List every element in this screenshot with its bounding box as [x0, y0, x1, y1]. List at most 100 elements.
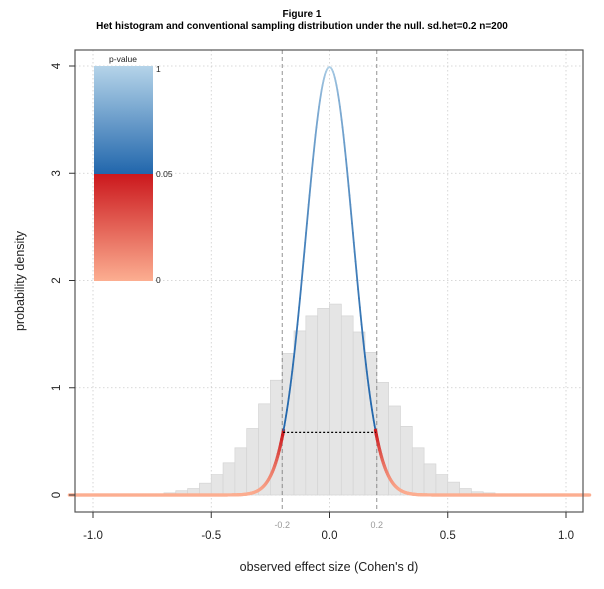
curve-segment [360, 307, 361, 316]
curve-segment [300, 289, 301, 298]
x-tick-label: 1.0 [558, 530, 574, 542]
y-tick-label: 0 [51, 492, 63, 498]
curve-segment [290, 385, 291, 392]
x-tick-label: -0.5 [201, 530, 221, 542]
curve-segment [310, 186, 311, 195]
curve-segment [352, 223, 353, 233]
curve-segment [346, 159, 347, 168]
curve-segment [358, 289, 359, 298]
legend-blue-bar [94, 66, 153, 174]
curve-segment [359, 298, 360, 307]
y-tick-label: 1 [51, 385, 63, 391]
curve-segment [357, 280, 358, 289]
curve-segment [310, 177, 311, 186]
y-tick-label: 3 [51, 170, 63, 176]
chart-title: Figure 1 [283, 9, 322, 20]
curve-segment [316, 120, 317, 127]
curve-segment [366, 364, 367, 371]
curve-segment [340, 107, 341, 113]
curve-segment [304, 242, 305, 251]
curve-segment [297, 325, 298, 333]
histogram-bar [199, 483, 211, 495]
histogram-bar [400, 426, 412, 495]
x-tick-label: -1.0 [83, 530, 103, 542]
curve-segment [369, 385, 370, 392]
curve-segment [315, 135, 316, 143]
curve-segment [303, 252, 304, 261]
curve-segment [314, 143, 315, 151]
curve-segment [306, 223, 307, 233]
curve-segment [290, 379, 291, 386]
curve-segment [291, 372, 292, 379]
curve-segment [313, 151, 314, 159]
histogram-bar [412, 448, 424, 495]
curve-segment [351, 214, 352, 223]
histogram-bar [353, 332, 365, 495]
histogram-bar [341, 316, 353, 495]
x-axis-label: observed effect size (Cohen's d) [240, 560, 419, 574]
curve-segment [311, 168, 312, 177]
legend-label-0: 0 [156, 275, 161, 285]
curve-segment [303, 261, 304, 270]
curve-segment [362, 325, 363, 333]
curve-segment [370, 398, 371, 404]
curve-segment [342, 120, 343, 127]
curve-segment [289, 392, 290, 398]
curve-segment [305, 233, 306, 243]
curve-segment [341, 113, 342, 120]
histogram-bar [318, 308, 330, 495]
curve-segment [365, 357, 366, 365]
legend-label-005: 0.05 [156, 169, 173, 179]
curve-segment [318, 107, 319, 113]
histogram-bar [223, 463, 235, 495]
histogram-bar [306, 316, 318, 495]
curve-segment [295, 341, 296, 349]
curve-segment [367, 372, 368, 379]
curve-segment [296, 333, 297, 341]
curve-segment [312, 159, 313, 168]
legend-title: p-value [109, 54, 137, 64]
curve-segment [356, 261, 357, 270]
y-axis-label: probability density [13, 230, 27, 331]
histogram [152, 304, 507, 495]
histogram-bar [436, 475, 448, 495]
curve-segment [309, 195, 310, 204]
curve-segment [361, 316, 362, 325]
histogram-bar [211, 475, 223, 495]
curve-segment [339, 101, 340, 107]
curve-segment [319, 101, 320, 107]
curve-segment [344, 143, 345, 151]
curve-segment [301, 280, 302, 289]
curve-segment [292, 364, 293, 371]
curve-segment [362, 333, 363, 341]
critical-label: -0.2 [274, 520, 290, 530]
curve-segment [343, 127, 344, 135]
curve-segment [354, 242, 355, 251]
curve-segment [345, 151, 346, 159]
curve-segment [317, 113, 318, 120]
legend-label-1: 1 [156, 64, 161, 74]
curve-segment [298, 307, 299, 316]
curve-segment [307, 214, 308, 223]
curve-segment [297, 316, 298, 325]
histogram-bar [235, 448, 247, 495]
histogram-bar [448, 482, 460, 495]
curve-segment [364, 349, 365, 357]
curve-segment [302, 271, 303, 280]
curve-segment [353, 233, 354, 243]
curve-segment [368, 379, 369, 386]
curve-segment [293, 357, 294, 365]
curve-segment [349, 195, 350, 204]
curve-segment [347, 168, 348, 177]
curve-segment [294, 349, 295, 357]
curve-segment [349, 186, 350, 195]
curve-segment [363, 341, 364, 349]
curve-segment [348, 177, 349, 186]
curve-segment [350, 204, 351, 213]
histogram-bar [294, 331, 306, 495]
legend-red-bar [94, 174, 153, 281]
critical-label: 0.2 [371, 520, 384, 530]
x-tick-label: 0.5 [440, 530, 456, 542]
y-tick-label: 2 [51, 277, 63, 283]
